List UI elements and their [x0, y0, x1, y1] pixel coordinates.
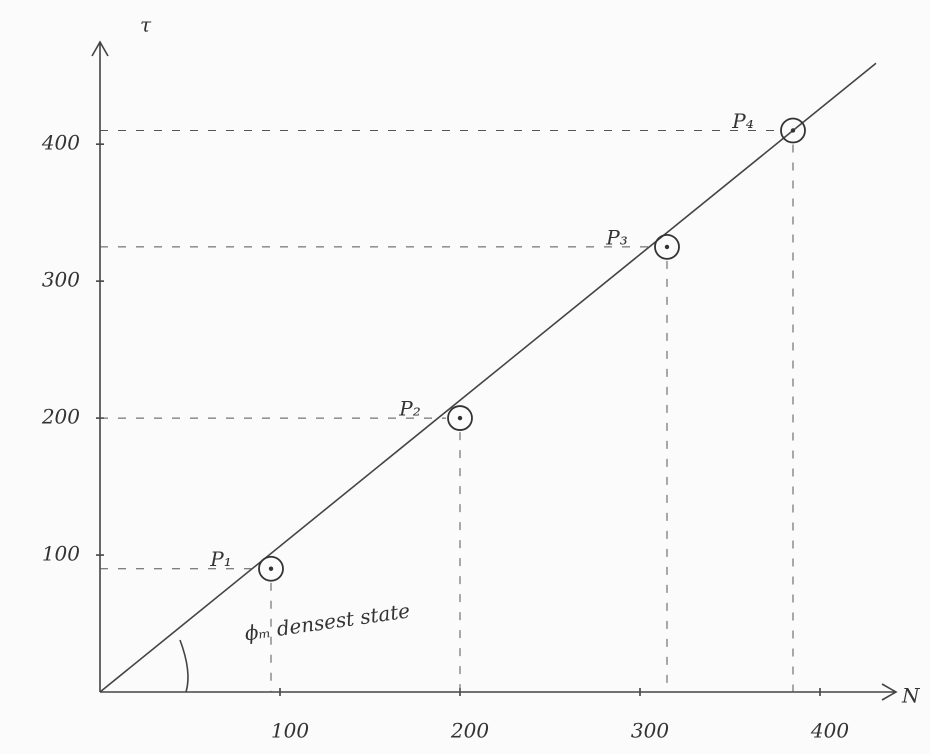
y-axis-label: τ	[140, 13, 152, 37]
chart: τ N ϕₘ densest state 100 200 300 400 100 200 3…	[0, 0, 930, 754]
point	[458, 416, 462, 420]
y-tick-label: 400	[41, 131, 80, 155]
point-label: P₁	[209, 547, 231, 571]
angle-arc	[180, 640, 188, 692]
x-tick-label: 300	[631, 719, 669, 743]
point-label: P₂	[398, 397, 420, 421]
x-tick-label: 100	[271, 719, 309, 743]
annotation: ϕₘ densest state	[243, 598, 411, 645]
point-label: P₃	[605, 225, 627, 249]
y-tick-label: 300	[42, 268, 80, 292]
y-axis	[92, 42, 108, 692]
x-axis	[100, 684, 896, 700]
y-tick-label: 100	[42, 542, 80, 566]
trend-line	[100, 63, 876, 692]
point-label: P₄	[731, 109, 753, 133]
x-tick-label: 200	[450, 719, 489, 743]
y-tick-label: 200	[41, 405, 80, 429]
point	[665, 245, 669, 249]
x-tick-label: 400	[810, 719, 849, 743]
point	[269, 567, 273, 571]
point	[791, 128, 795, 132]
x-axis-label: N	[901, 684, 921, 708]
